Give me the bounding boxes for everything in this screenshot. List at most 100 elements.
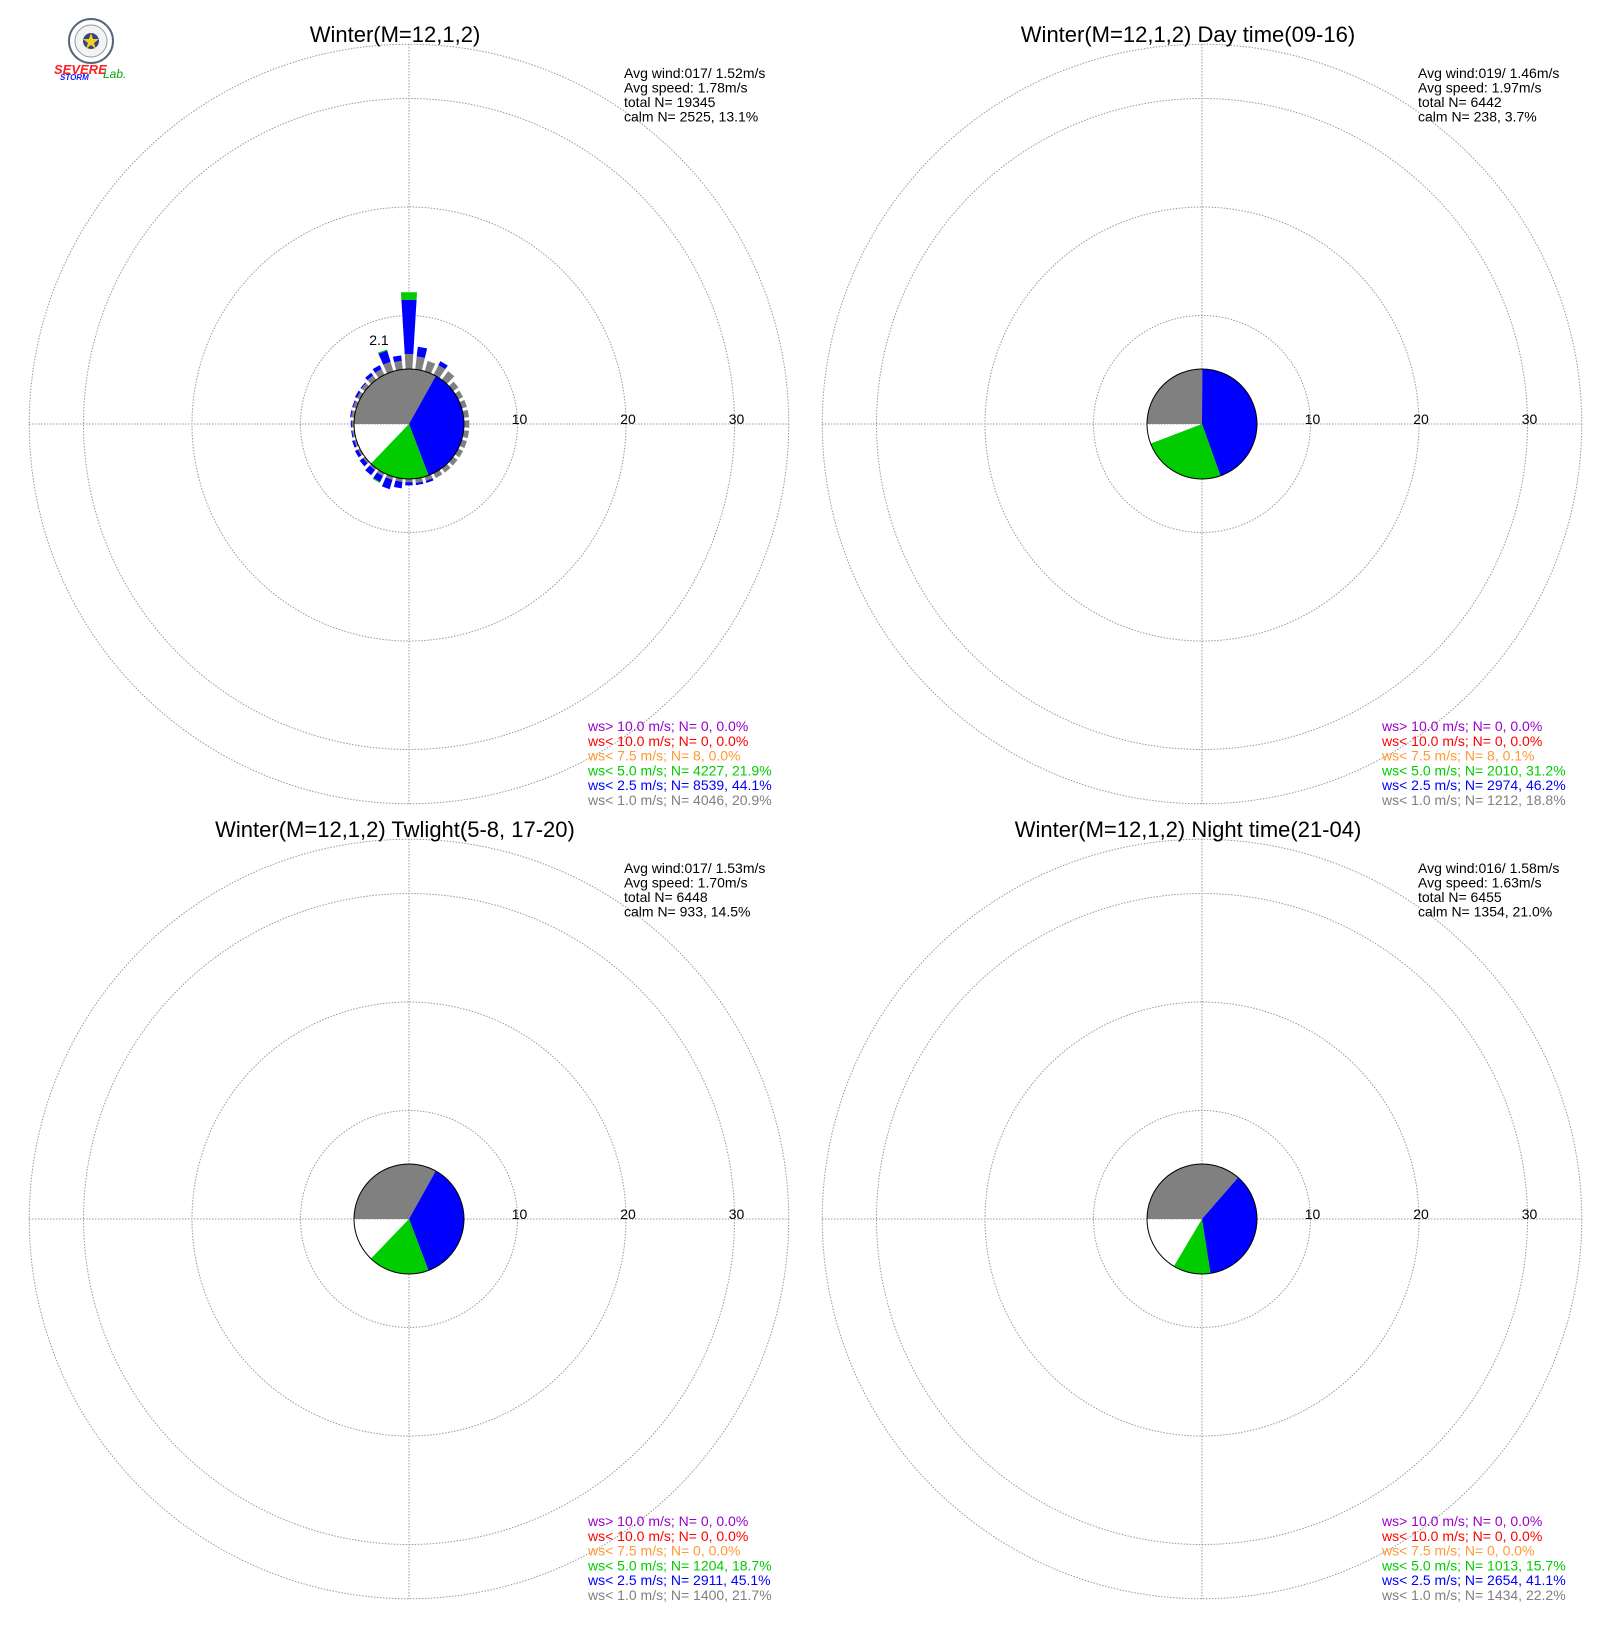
sector-bar-gray [361,383,370,392]
calm-pie-slice [1202,369,1257,476]
sector-bar-blue [372,365,382,373]
sector-bar-blue [425,478,434,483]
logo-severe-text: SEVERE [54,62,107,77]
stats-line: Avg wind:017/ 1.52m/s [624,65,765,81]
legend-entry: ws< 2.5 m/s; N= 2911, 45.1% [587,1572,771,1588]
sector-bar-gray [424,360,436,374]
sector-bar-gray [454,390,464,400]
legend-entry: ws< 2.5 m/s; N= 8539, 44.1% [587,777,772,793]
ring-label: 20 [1413,1206,1429,1222]
calm-pie-slice [1150,424,1221,479]
sector-bar-blue [351,430,354,438]
sector-bar-green [377,349,388,354]
sector-bar-blue [438,361,448,370]
sector-bar-gray [376,469,385,477]
sector-bar-blue [365,465,375,476]
legend-entry: ws< 10.0 m/s; N= 0, 0.0% [1381,1528,1542,1544]
ring-label: 20 [620,411,636,427]
ring-label: 20 [1413,411,1429,427]
legend-entry: ws< 10.0 m/s; N= 0, 0.0% [1381,733,1542,749]
stats-line: calm N= 933, 14.5% [624,904,750,920]
stats-line: calm N= 238, 3.7% [1418,109,1537,125]
sector-bar-gray [441,371,455,385]
sector-bar-blue [359,458,368,467]
ring-label: 30 [729,411,745,427]
sector-bar-blue [360,382,366,389]
ring-label: 30 [1522,411,1538,427]
sector-bar-gray [441,463,451,473]
ring-label: 10 [1305,1206,1321,1222]
sector-bar-gray [404,353,414,370]
legend-entry: ws< 5.0 m/s; N= 4227, 21.9% [587,762,772,778]
sector-bar-gray [357,448,364,456]
legend-entry: ws> 10.0 m/s; N= 0, 0.0% [1381,1513,1542,1529]
ring-label: 30 [1522,1206,1538,1222]
calm-pie-slice [354,1164,436,1219]
calm-pie-slice [370,1219,429,1274]
calm-pie-slice [409,375,464,476]
legend-entry: ws< 7.5 m/s; N= 0, 0.0% [587,1543,741,1559]
calm-pie-outline [353,368,465,480]
sector-bar-blue [378,350,391,365]
sector-bar-blue [401,299,417,354]
legend-entry: ws> 10.0 m/s; N= 0, 0.0% [1381,718,1542,734]
legend-entry: ws< 2.5 m/s; N= 2974, 46.2% [1381,777,1566,793]
sector-bar-blue [352,400,356,408]
sector-bar-gray [367,375,377,385]
ring-label: 10 [512,411,528,427]
sector-bar-blue [354,449,362,458]
legend-entry: ws< 10.0 m/s; N= 0, 0.0% [587,1528,748,1544]
sector-bar-gray [369,463,377,470]
sector-bar-blue [350,420,352,428]
stats-line: calm N= 2525, 13.1% [624,109,758,125]
sector-bar-blue [373,472,384,482]
sector-bar-gray [462,430,470,439]
sector-bar-gray [363,456,370,464]
sector-bar-gray [352,430,356,438]
wind-rose-panel: 10 20 30 2.1 Winter(M=12,1,2) Avg wind:017/ 1… [28,22,790,808]
sector-bar-blue [415,481,424,486]
sector-bar-gray [463,420,470,428]
ring-label: 20 [620,1206,636,1222]
sector-bar-gray [405,478,413,483]
stats-line: Avg speed: 1.70m/s [624,875,747,891]
wind-rose-panel: 10 20 30 Winter(M=12,1,2) Day time(09-16) Av… [821,22,1583,808]
sector-bar-blue [381,477,393,490]
legend-entry: ws< 7.5 m/s; N= 8, 0.1% [1381,748,1535,764]
calm-pie-slice [1202,1177,1257,1274]
sector-bar-gray [394,360,403,371]
sector-bar-blue [393,480,403,489]
sector-bar-gray [356,391,364,400]
wind-rose-panel: 10 20 30 Winter(M=12,1,2) Twlight(5-8, 17-2… [28,817,790,1603]
sector-bar-gray [433,365,446,379]
sector-bar-gray [433,469,443,479]
chart-title: Winter(M=12,1,2) Twlight(5-8, 17-20) [215,817,575,842]
chart-title: Winter(M=12,1,2) Night time(21-04) [1015,817,1362,842]
calm-pie-slice [354,368,436,424]
sector-bar-blue [352,440,357,448]
stats-line: Avg wind:017/ 1.53m/s [624,860,765,876]
stats-line: calm N= 1354, 21.0% [1418,904,1552,920]
sector-bar-blue [350,410,353,418]
calm-pie-slice [409,1170,465,1271]
legend-entry: ws< 7.5 m/s; N= 8, 0.0% [587,748,741,764]
sector-bar-blue [392,355,402,363]
sector-bar-blue [354,390,361,399]
sector-bar-blue [416,346,428,358]
logo-storm-text: STORM [60,73,89,82]
legend-entry: ws< 5.0 m/s; N= 1013, 15.7% [1381,1557,1566,1573]
legend-entry: ws< 1.0 m/s; N= 1434, 22.2% [1381,1587,1566,1603]
sector-bar-blue [365,372,374,381]
wind-rose-panel: 10 20 30 Winter(M=12,1,2) Night time(21-04)… [821,817,1583,1603]
legend-entry: ws< 5.0 m/s; N= 2010, 31.2% [1381,762,1566,778]
legend-entry: ws< 10.0 m/s; N= 0, 0.0% [587,733,748,749]
stats-line: Avg wind:019/ 1.46m/s [1418,65,1559,81]
legend-entry: ws< 1.0 m/s; N= 1212, 18.8% [1381,792,1566,808]
lab-logo: SEVERE STORM Lab. [54,18,126,82]
stats-line: Avg wind:016/ 1.58m/s [1418,860,1559,876]
sector-bar-gray [454,448,464,458]
stats-line: Avg speed: 1.63m/s [1418,875,1541,891]
stats-line: Avg speed: 1.97m/s [1418,80,1541,96]
